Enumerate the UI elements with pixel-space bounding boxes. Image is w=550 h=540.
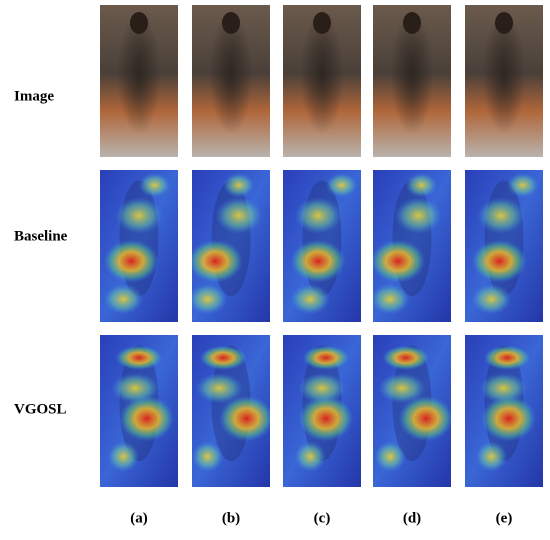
person [482,12,526,135]
heat-blob [195,373,243,404]
tile-content [373,170,451,322]
tile-content [373,5,451,157]
image-tile [283,170,361,322]
column-label: (c) [314,510,331,526]
image-tile [465,5,543,157]
image-tile [283,335,361,487]
image-tile [192,170,270,322]
heat-blob [219,395,270,442]
heat-blob [215,197,263,234]
tile-content [283,170,361,322]
heat-blob [290,284,330,315]
heat-blob [298,373,346,404]
head [313,12,331,34]
heat-blob [119,395,175,442]
heat-blob [115,197,163,234]
image-tile [373,170,451,322]
row-label: Baseline [14,228,68,244]
heat-blob [398,395,451,442]
heat-blob [290,239,346,283]
heat-blob [294,441,326,472]
image-tile [192,335,270,487]
heat-blob [382,345,430,370]
image-tile [192,5,270,157]
image-tile [100,170,178,322]
image-tile [465,170,543,322]
heat-blob [378,373,426,404]
tile-content [100,170,178,322]
heat-blob [325,173,358,198]
row-label: VGOSL [14,401,67,417]
tile-content [100,5,178,157]
heat-blob [192,284,228,315]
image-tile [373,5,451,157]
tile-content [192,335,270,487]
heat-blob [483,345,531,370]
column-label: (b) [222,510,240,526]
tile-content [465,5,543,157]
image-tile [100,5,178,157]
tile-content [465,170,543,322]
heat-blob [103,284,143,315]
person [390,12,434,135]
image-tile [283,5,361,157]
heat-blob [199,345,247,370]
tile-content [465,335,543,487]
person [300,12,344,135]
head [130,12,148,34]
person [209,12,253,135]
heat-blob [477,197,525,234]
heat-blob [479,373,527,404]
heat-blob [472,239,527,283]
column-label: (d) [403,510,421,526]
heat-blob [192,239,243,283]
heat-blob [302,345,350,370]
heat-blob [374,441,406,472]
heat-blob [115,345,163,370]
row-label: Image [14,88,54,104]
image-tile [373,335,451,487]
head [495,12,513,34]
tile-content [192,5,270,157]
heat-blob [373,239,426,283]
heat-blob [373,284,410,315]
heat-blob [103,239,159,283]
tile-content [192,170,270,322]
heat-blob [405,173,437,198]
heat-blob [394,197,442,234]
heat-blob [107,441,139,472]
heat-blob [223,173,255,198]
heat-blob [481,395,536,442]
tile-content [373,335,451,487]
head [403,12,421,34]
heat-blob [111,373,159,404]
heat-blob [294,197,342,234]
column-label: (e) [496,510,513,526]
column-label: (a) [130,510,148,526]
heat-blob [507,173,539,198]
heat-blob [192,441,224,472]
image-tile [465,335,543,487]
tile-content [283,335,361,487]
heat-blob [298,395,354,442]
heat-blob [472,284,512,315]
image-tile [100,335,178,487]
head [222,12,240,34]
heat-blob [475,441,508,472]
person [117,12,161,135]
tile-content [100,335,178,487]
heat-blob [139,173,171,198]
tile-content [283,5,361,157]
